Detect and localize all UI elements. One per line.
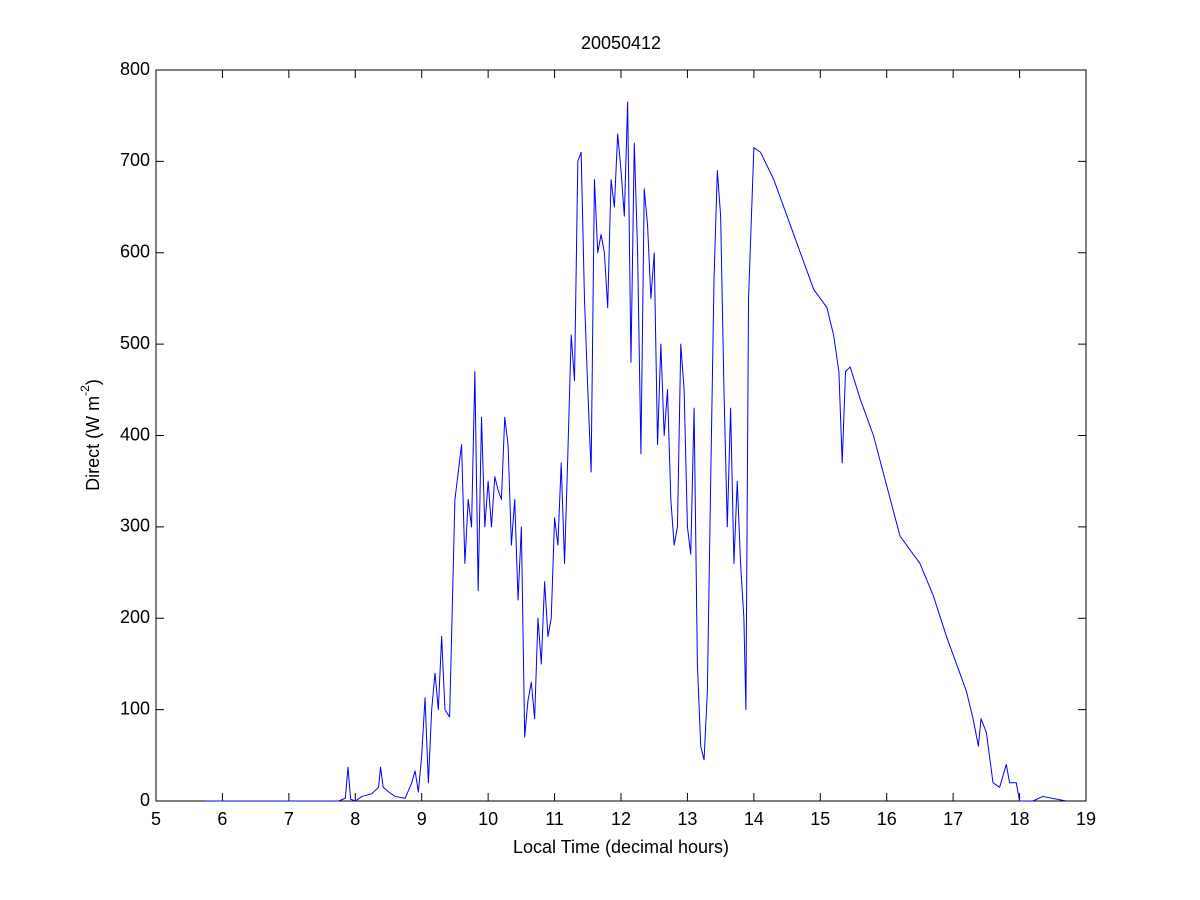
x-tick-label: 11	[545, 809, 564, 829]
x-tick-label: 10	[478, 809, 498, 829]
y-axis-label-text: Direct (W m	[83, 396, 103, 491]
y-tick-label: 500	[120, 333, 150, 353]
chart-title: 20050412	[581, 33, 661, 53]
x-tick-label: 13	[677, 809, 697, 829]
x-tick-label: 8	[350, 809, 360, 829]
x-tick-label: 5	[151, 809, 161, 829]
x-tick-label: 18	[1010, 809, 1030, 829]
x-tick-label: 9	[417, 809, 427, 829]
x-tick-label: 6	[217, 809, 227, 829]
y-axis-label: Direct (W m-2)	[78, 379, 103, 491]
x-axis-label: Local Time (decimal hours)	[513, 837, 729, 857]
x-tick-label: 19	[1076, 809, 1096, 829]
y-tick-label: 800	[120, 59, 150, 79]
y-tick-label: 400	[120, 424, 150, 444]
y-tick-label: 200	[120, 607, 150, 627]
x-tick-label: 7	[284, 809, 294, 829]
y-axis-label-sup: -2	[78, 385, 92, 396]
y-tick-label: 600	[120, 242, 150, 262]
y-tick-label: 700	[120, 150, 150, 170]
x-tick-label: 16	[877, 809, 897, 829]
x-tick-label: 14	[744, 809, 764, 829]
x-tick-label: 15	[810, 809, 830, 829]
y-tick-label: 300	[120, 516, 150, 536]
y-tick-label: 100	[120, 698, 150, 718]
x-tick-label: 12	[611, 809, 631, 829]
y-axis-label-end: )	[83, 379, 103, 385]
y-tick-label: 0	[140, 790, 150, 810]
data-line	[205, 101, 1067, 802]
x-tick-label: 17	[943, 809, 963, 829]
